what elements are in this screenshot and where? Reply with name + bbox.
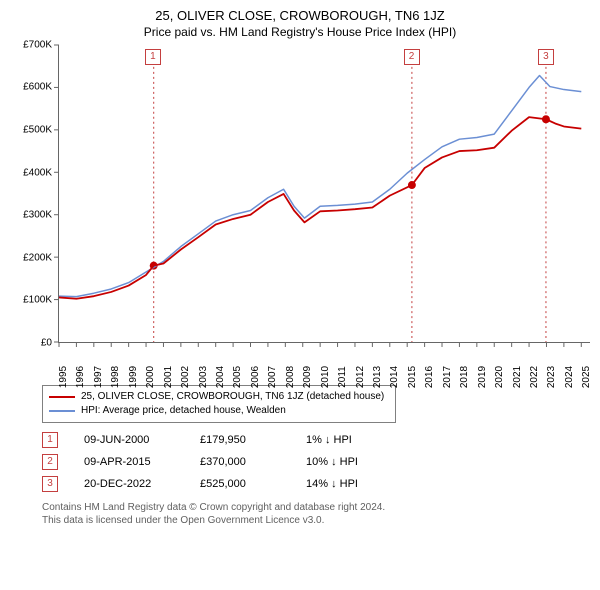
x-tick-label: 2014	[389, 366, 400, 388]
x-tick-label: 2013	[372, 366, 383, 388]
x-tick-label: 1997	[93, 366, 104, 388]
y-tick-label: £0	[8, 337, 52, 348]
sale-price: £525,000	[200, 478, 280, 490]
legend-row: HPI: Average price, detached house, Weal…	[49, 404, 389, 418]
legend-label: 25, OLIVER CLOSE, CROWBOROUGH, TN6 1JZ (…	[81, 390, 384, 404]
sale-price: £370,000	[200, 456, 280, 468]
legend-box: 25, OLIVER CLOSE, CROWBOROUGH, TN6 1JZ (…	[42, 385, 396, 423]
sale-price: £179,950	[200, 434, 280, 446]
x-tick-label: 2011	[337, 366, 348, 388]
y-tick-label: £600K	[8, 82, 52, 93]
sale-row: 2 09-APR-2015 £370,000 10% ↓ HPI	[42, 451, 592, 473]
x-tick-label: 2008	[285, 366, 296, 388]
x-tick-label: 1998	[110, 366, 121, 388]
x-tick-label: 1995	[58, 366, 69, 388]
x-tick-label: 2017	[442, 366, 453, 388]
sale-row: 1 09-JUN-2000 £179,950 1% ↓ HPI	[42, 429, 592, 451]
chart-subtitle: Price paid vs. HM Land Registry's House …	[8, 25, 592, 39]
sale-hpi: 1% ↓ HPI	[306, 434, 416, 446]
legend-row: 25, OLIVER CLOSE, CROWBOROUGH, TN6 1JZ (…	[49, 390, 389, 404]
x-tick-label: 2001	[163, 366, 174, 388]
x-tick-label: 2010	[320, 366, 331, 388]
sale-date: 20-DEC-2022	[84, 478, 174, 490]
x-tick-label: 2005	[232, 366, 243, 388]
x-tick-label: 2023	[546, 366, 557, 388]
x-tick-label: 2018	[459, 366, 470, 388]
x-tick-label: 2000	[145, 366, 156, 388]
sale-hpi: 14% ↓ HPI	[306, 478, 416, 490]
x-tick-label: 2003	[198, 366, 209, 388]
chart-title: 25, OLIVER CLOSE, CROWBOROUGH, TN6 1JZ	[8, 8, 592, 25]
x-tick-label: 1996	[75, 366, 86, 388]
sales-table: 1 09-JUN-2000 £179,950 1% ↓ HPI 2 09-APR-2015…	[42, 429, 592, 495]
y-tick-label: £700K	[8, 39, 52, 50]
y-tick-label: £300K	[8, 210, 52, 221]
sale-badge: 3	[42, 476, 58, 492]
y-tick-label: £500K	[8, 125, 52, 136]
sale-hpi: 10% ↓ HPI	[306, 456, 416, 468]
y-tick-label: £400K	[8, 167, 52, 178]
footer-line-1: Contains HM Land Registry data © Crown c…	[42, 501, 592, 514]
x-tick-label: 1999	[128, 366, 139, 388]
x-tick-label: 2015	[407, 366, 418, 388]
y-tick-label: £200K	[8, 252, 52, 263]
chart-marker-badge: 3	[538, 49, 554, 65]
x-tick-label: 2019	[477, 366, 488, 388]
x-tick-label: 2012	[355, 366, 366, 388]
x-tick-label: 2006	[250, 366, 261, 388]
x-tick-label: 2025	[581, 366, 592, 388]
plot-svg	[59, 45, 590, 342]
x-tick-label: 2020	[494, 366, 505, 388]
chart-marker-badge: 1	[145, 49, 161, 65]
x-axis-labels: 1995199619971998199920002001200220032004…	[58, 345, 590, 377]
x-tick-label: 2004	[215, 366, 226, 388]
x-tick-label: 2016	[424, 366, 435, 388]
plot-region	[58, 45, 590, 343]
sale-badge: 1	[42, 432, 58, 448]
x-tick-label: 2024	[564, 366, 575, 388]
x-tick-label: 2002	[180, 366, 191, 388]
y-tick-label: £100K	[8, 295, 52, 306]
chart-area: £0£100K£200K£300K£400K£500K£600K£700K199…	[8, 45, 592, 377]
sale-date: 09-APR-2015	[84, 456, 174, 468]
legend-label: HPI: Average price, detached house, Weal…	[81, 404, 286, 418]
sale-badge: 2	[42, 454, 58, 470]
legend-swatch	[49, 396, 75, 398]
footer-note: Contains HM Land Registry data © Crown c…	[42, 501, 592, 527]
x-tick-label: 2007	[267, 366, 278, 388]
legend-swatch	[49, 410, 75, 412]
sale-date: 09-JUN-2000	[84, 434, 174, 446]
x-tick-label: 2009	[302, 366, 313, 388]
x-tick-label: 2021	[512, 366, 523, 388]
chart-marker-badge: 2	[404, 49, 420, 65]
sale-row: 3 20-DEC-2022 £525,000 14% ↓ HPI	[42, 473, 592, 495]
footer-line-2: This data is licensed under the Open Gov…	[42, 514, 592, 527]
x-tick-label: 2022	[529, 366, 540, 388]
